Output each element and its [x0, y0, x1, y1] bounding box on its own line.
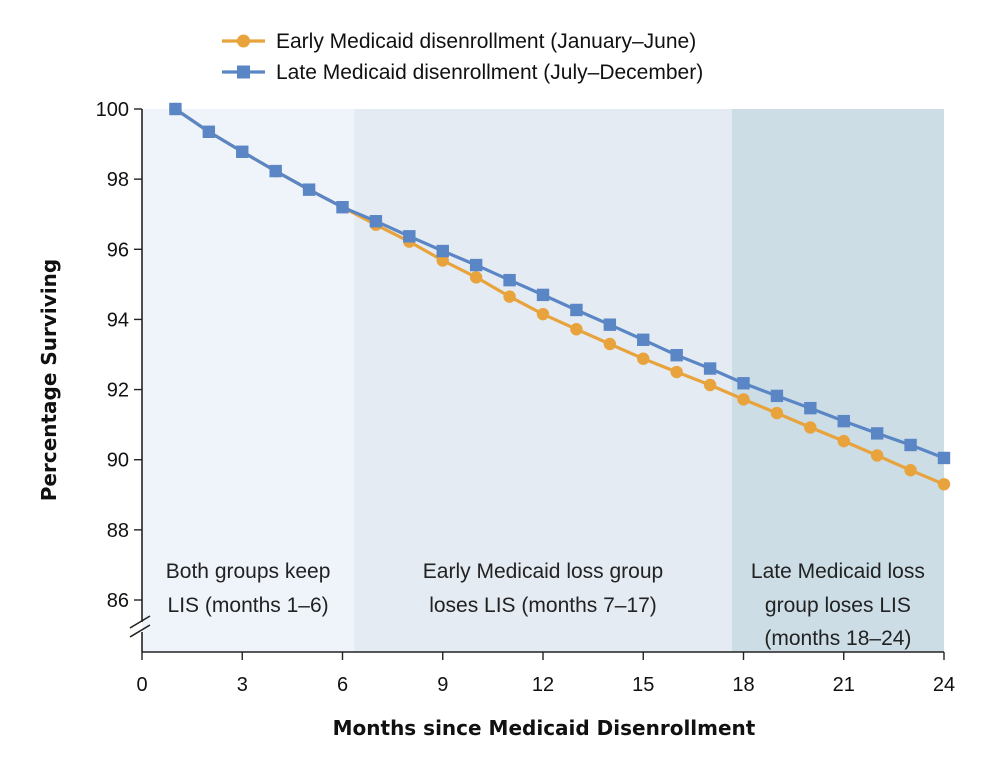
late-point-month-7 [369, 215, 383, 228]
data-series [169, 102, 951, 491]
early-point-month-11 [503, 290, 516, 303]
late-point-month-2 [202, 125, 216, 138]
late-point-month-9 [436, 244, 449, 258]
late-point-month-18 [737, 377, 750, 390]
late-point-month-16 [670, 349, 683, 362]
late-point-month-4 [269, 164, 282, 178]
region-2-label-line-1: Early Medicaid loss group [423, 560, 663, 583]
region-3-label-line-1: Late Medicaid loss [751, 560, 925, 583]
region-3-label-line-2: group loses LIS [765, 594, 911, 617]
x-axis-title: Months since Medicaid Disenrollment [333, 716, 756, 740]
legend-early-label: Early Medicaid disenrollment (January–Ju… [276, 30, 696, 53]
late-point-month-13 [570, 303, 583, 317]
y-tick-label-92: 92 [107, 380, 129, 402]
x-tick-label-3: 3 [237, 674, 248, 696]
region-labels: Both groups keep LIS (months 1–6) Early Me… [166, 560, 925, 650]
early-point-month-20 [804, 421, 817, 434]
y-tick-label-88: 88 [107, 520, 129, 542]
early-point-month-10 [469, 271, 483, 284]
early-point-month-17 [703, 378, 717, 392]
late-point-month-5 [302, 183, 316, 196]
x-tick-label-12: 12 [532, 674, 554, 696]
axis-break-mark-lower [129, 624, 151, 638]
region-2-band [354, 109, 732, 652]
early-point-month-16 [670, 365, 683, 379]
legend-early-marker [237, 34, 250, 48]
y-tick-label-96: 96 [107, 239, 129, 261]
y-tick-label-98: 98 [107, 169, 129, 191]
early-point-month-18 [737, 393, 750, 406]
x-tick-label-9: 9 [437, 674, 448, 696]
shaded-regions [142, 109, 944, 652]
early-point-month-15 [637, 352, 650, 365]
x-tick-label-18: 18 [732, 674, 754, 696]
x-tick-label-15: 15 [632, 674, 654, 696]
early-point-month-9 [436, 254, 449, 267]
late-point-month-14 [603, 318, 617, 331]
region-2-label-line-2: loses LIS (months 7–17) [429, 594, 657, 617]
early-point-month-24 [937, 478, 951, 491]
region-3-band [731, 109, 944, 652]
legend: Early Medicaid disenrollment (January–Ju… [222, 30, 703, 84]
late-point-month-6 [336, 201, 349, 214]
early-point-month-13 [570, 323, 583, 336]
legend-late-marker [237, 65, 250, 79]
late-point-month-11 [503, 273, 516, 287]
late-point-month-19 [770, 389, 784, 403]
late-point-month-23 [904, 438, 917, 452]
late-point-month-8 [403, 230, 416, 243]
late-point-month-3 [236, 145, 249, 158]
early-point-month-14 [603, 337, 617, 351]
late-point-month-15 [637, 333, 650, 346]
legend-late-label: Late Medicaid disenrollment (July–Decemb… [276, 61, 703, 84]
x-tick-label-21: 21 [833, 674, 855, 696]
region-1-label-line-2: LIS (months 1–6) [168, 594, 329, 617]
region-1-label-line-1: Both groups keep [166, 560, 331, 583]
axis-break-mark-upper [129, 615, 151, 629]
early-point-month-23 [904, 464, 917, 477]
x-tick-label-0: 0 [136, 674, 147, 696]
early-point-month-21 [837, 434, 850, 448]
y-tick-label-94: 94 [107, 309, 129, 331]
late-point-month-24 [937, 451, 951, 465]
x-tick-label-6: 6 [337, 674, 348, 696]
late-point-month-10 [469, 258, 483, 272]
late-point-month-12 [536, 288, 550, 302]
y-tick-label-90: 90 [107, 450, 129, 472]
axes: 86 88 90 92 94 96 98 100 0 3 6 9 12 15 18 21 24 [96, 99, 956, 696]
late-point-month-22 [870, 427, 884, 440]
late-point-month-20 [804, 401, 817, 415]
x-tick-label-24: 24 [933, 674, 955, 696]
early-point-month-19 [770, 406, 784, 420]
y-axis-title: Percentage Surviving [37, 259, 61, 502]
y-tick-label-100: 100 [96, 99, 129, 121]
late-point-month-17 [703, 362, 717, 375]
region-3-label-line-3: (months 18–24) [764, 627, 911, 650]
early-point-month-22 [870, 449, 884, 462]
late-point-month-21 [837, 414, 850, 428]
late-point-month-1 [169, 102, 182, 116]
early-point-month-12 [536, 307, 550, 321]
y-tick-label-86: 86 [107, 590, 129, 612]
region-1-band [142, 109, 355, 652]
